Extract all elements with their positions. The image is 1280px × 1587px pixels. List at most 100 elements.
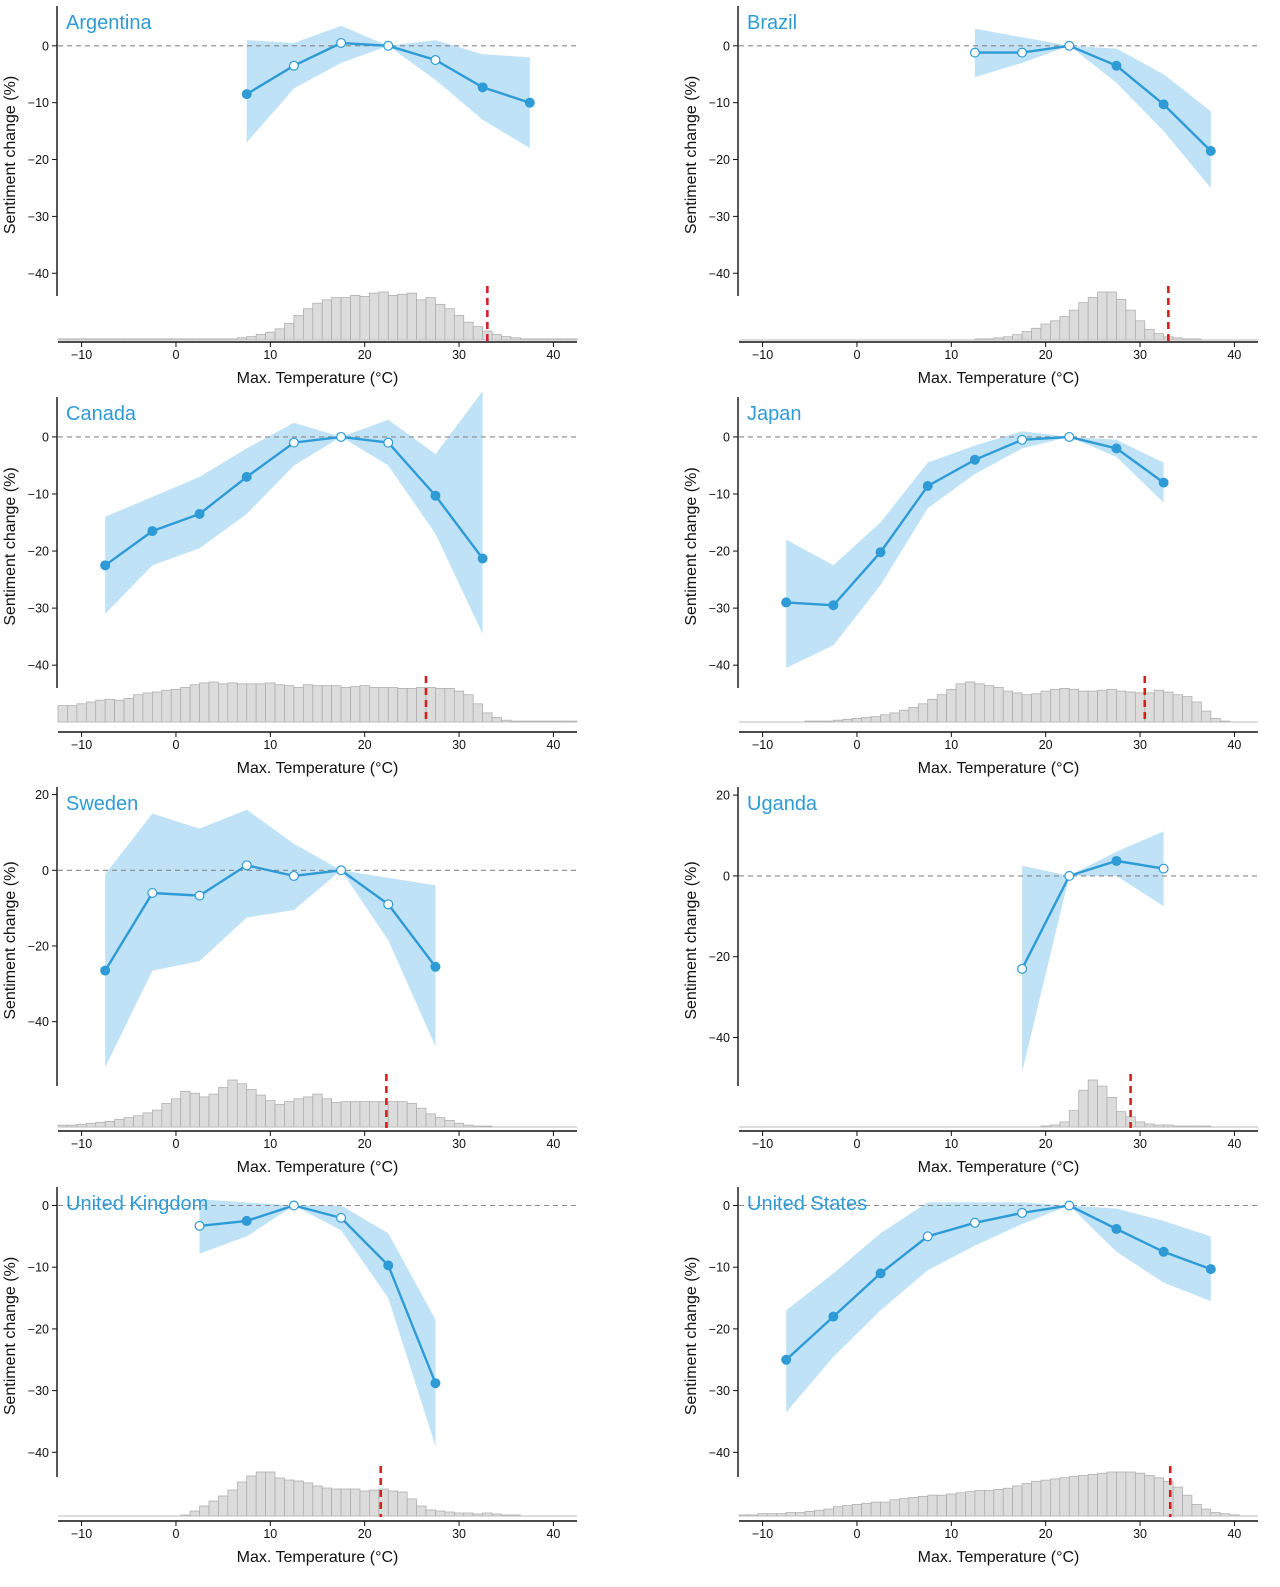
histogram-bar [1172, 1486, 1183, 1517]
histogram-bar [974, 1490, 985, 1517]
histogram-bar [340, 687, 351, 723]
histogram-bar [85, 1122, 97, 1128]
histogram-bar [246, 1089, 257, 1128]
country-title: Uganda [747, 793, 818, 815]
histogram-bar [491, 334, 502, 341]
x-tick-label: 10 [944, 348, 958, 362]
histogram-bar [1078, 690, 1089, 723]
histogram-bar [463, 321, 474, 341]
histogram-bar [908, 1497, 919, 1517]
histogram-bar [955, 1492, 966, 1517]
x-tick-label: 10 [944, 738, 958, 752]
histogram-bar [936, 1494, 947, 1517]
histogram-bar [946, 688, 957, 723]
y-tick-label: −10 [28, 488, 49, 502]
histogram-bar [189, 1510, 200, 1517]
x-tick-label: 20 [358, 1137, 372, 1151]
histogram-bar [397, 1101, 408, 1128]
temperature-histogram [739, 681, 1258, 723]
histogram-bar [387, 1101, 399, 1128]
x-tick-label: −10 [752, 1527, 773, 1541]
histogram-bar [974, 683, 985, 723]
x-tick-label: 40 [546, 738, 560, 752]
x-axis-label: Max. Temperature (°C) [237, 370, 399, 387]
panel-united-kingdom: 0 −10 −20 −30 −40 Sentiment change (%) −10 0 10 2… [2, 1187, 577, 1566]
histogram-bar [142, 692, 153, 723]
panel-brazil: 0 −10 −20 −30 −40 Sentiment change (%) −10 0 10 2… [683, 6, 1258, 387]
data-point [875, 547, 886, 558]
confidence-band [1022, 831, 1164, 1072]
x-tick-label: 40 [1227, 738, 1241, 752]
y-tick-label: −40 [709, 1446, 730, 1460]
country-title: Argentina [66, 12, 152, 34]
histogram-bar [425, 687, 436, 723]
histogram-bar [302, 1096, 314, 1128]
histogram-bar [331, 1488, 342, 1517]
y-tick-label: −20 [28, 1322, 49, 1336]
x-tick-label: 30 [1133, 1137, 1147, 1151]
histogram-bar [1125, 1471, 1136, 1517]
data-point [1017, 434, 1028, 445]
data-point [288, 1200, 299, 1211]
y-tick-label: −30 [28, 210, 49, 224]
histogram-bar [1012, 692, 1023, 723]
histogram-bar [1087, 690, 1098, 723]
y-tick-label: −10 [709, 488, 730, 502]
histogram-bar [161, 689, 172, 723]
x-axis-label: Max. Temperature (°C) [237, 1159, 399, 1176]
histogram-bar [133, 694, 144, 723]
histogram-bar [1050, 688, 1061, 723]
data-point [241, 89, 252, 100]
histogram-bar [482, 712, 493, 723]
x-tick-label: 10 [263, 1527, 277, 1541]
histogram-bar [1201, 1508, 1212, 1517]
histogram-bar [378, 687, 389, 723]
x-tick-label: 20 [1039, 348, 1053, 362]
histogram-bar [1059, 688, 1070, 723]
histogram-bar [104, 698, 115, 723]
y-tick-label: −20 [709, 950, 730, 964]
histogram-bar [1106, 1097, 1117, 1128]
histogram-bar [1182, 696, 1193, 723]
histogram-bar [199, 1096, 210, 1128]
histogram-bar [1002, 1487, 1014, 1517]
histogram-bar [302, 684, 314, 723]
histogram-bar [359, 296, 370, 341]
x-axis-label: Max. Temperature (°C) [918, 370, 1080, 387]
histogram-bar [1153, 1477, 1164, 1517]
histogram-bar [302, 308, 314, 341]
histogram-bar [397, 293, 408, 341]
histogram-bar [284, 1479, 295, 1517]
y-tick-label: −40 [28, 659, 49, 673]
histogram-bar [416, 687, 427, 723]
data-point [781, 597, 792, 608]
histogram-bar [85, 701, 97, 723]
data-point [922, 481, 933, 492]
histogram-bar [1050, 320, 1061, 341]
histogram-bar [927, 1494, 938, 1517]
histogram-bar [274, 1104, 285, 1128]
data-point [336, 865, 347, 876]
histogram-bar [350, 1101, 361, 1128]
data-point [1158, 99, 1169, 110]
x-tick-label: −10 [71, 1527, 92, 1541]
x-tick-label: 10 [263, 1137, 277, 1151]
x-tick-label: 40 [546, 1527, 560, 1541]
y-tick-label: 20 [716, 789, 730, 803]
x-tick-label: 0 [172, 738, 179, 752]
histogram-bar [993, 1489, 1004, 1517]
histogram-bar [870, 1501, 881, 1517]
histogram-bar [331, 685, 342, 723]
y-tick-label: −10 [709, 1261, 730, 1275]
histogram-bar [170, 688, 182, 723]
x-tick-label: 40 [546, 1137, 560, 1151]
data-point [194, 508, 205, 519]
histogram-bar [1191, 1504, 1202, 1517]
x-tick-label: 30 [452, 738, 466, 752]
histogram-bar [1210, 718, 1221, 723]
data-point [875, 1268, 886, 1279]
histogram-bar [1097, 1085, 1108, 1128]
histogram-bar [965, 1491, 976, 1517]
x-axis-label: Max. Temperature (°C) [237, 760, 399, 777]
histogram-bar [1106, 291, 1117, 341]
